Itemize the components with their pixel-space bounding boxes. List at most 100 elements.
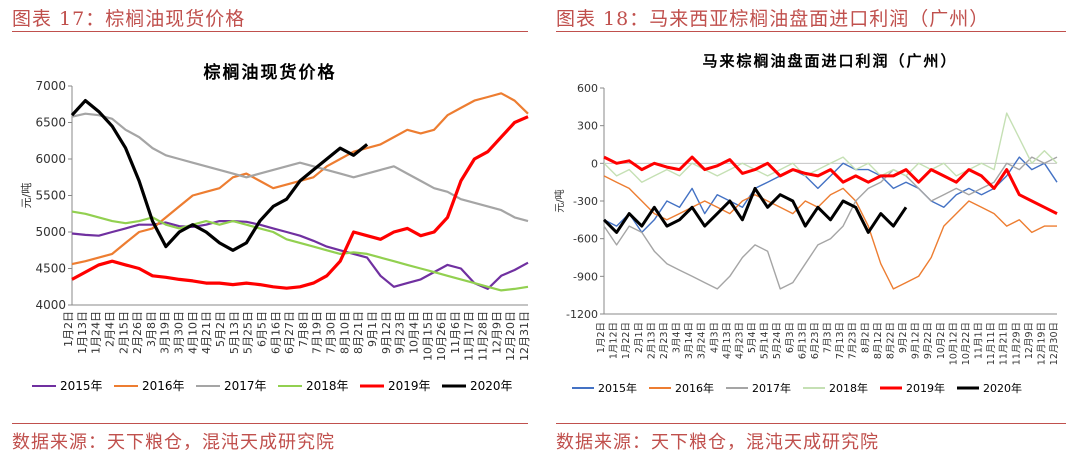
left-chart-series-line-2019年 (71, 115, 529, 290)
left-chart-x-tick-label: 12月9日 (490, 311, 503, 354)
left-chart-y-tick-label: 5000 (35, 225, 66, 239)
right-chart-x-tick-label: 7月3日 (823, 322, 834, 353)
right-chart-y-tick-label: -1200 (566, 308, 598, 321)
left-chart-x-tick-label: 7月19日 (311, 311, 324, 354)
left-chart-x-tick-label: 2月26日 (131, 311, 144, 354)
left-chart-legend-label: 2020年 (470, 379, 513, 393)
right-chart-x-tick-label: 5月24日 (772, 322, 783, 359)
right-chart-y-tick-label: 0 (591, 157, 598, 170)
right-chart-x-tick-label: 10月12日 (948, 322, 959, 365)
right-chart-series-line-2018年 (603, 112, 1058, 183)
left-chart-x-tick-label: 2月4日 (103, 311, 116, 347)
left-chart-x-tick-label: 6月5日 (255, 311, 268, 347)
left-chart-x-tick-label: 11月6日 (449, 311, 462, 354)
left-chart-x-tick-label: 7月8日 (297, 311, 310, 347)
right-chart-x-tick-label: 5月14日 (760, 322, 771, 359)
left-chart-x-tick-label: 4月10日 (186, 311, 199, 354)
left-chart-x-tick-label: 9月12日 (380, 311, 393, 354)
left-chart-legend-label: 2017年 (224, 379, 267, 393)
right-chart-x-tick-label: 11月1日 (974, 322, 985, 359)
right-chart-x-tick-label: 9月22日 (923, 322, 934, 359)
left-source-note: 数据来源：天下粮仓，混沌天成研究院 (12, 432, 335, 453)
right-chart-x-tick-label: 2月23日 (659, 322, 670, 359)
right-chart-x-tick-label: 8月12日 (873, 322, 884, 359)
right-chart-y-tick-label: 300 (577, 120, 598, 133)
right-chart-x-tick-label: 8月22日 (885, 322, 896, 359)
right-chart-x-tick-label: 2月1日 (634, 322, 645, 353)
right-chart-x-tick-label: 1月22日 (621, 322, 632, 359)
left-chart-x-tick-label: 5月2日 (214, 311, 227, 347)
right-chart-x-tick-label: 11月21日 (999, 322, 1010, 365)
right-chart-series-line-2015年 (603, 156, 1058, 234)
right-caption-rule (556, 31, 1066, 32)
right-chart-x-tick-label: 1月2日 (596, 322, 607, 353)
right-chart-legend-label: 2019年 (906, 381, 945, 395)
left-chart-x-tick-label: 4月21日 (200, 311, 213, 354)
left-chart-x-tick-label: 5月25日 (242, 311, 255, 354)
left-chart-y-axis-label: 元/吨 (20, 183, 33, 209)
right-chart-x-tick-label: 11月11日 (986, 322, 997, 365)
left-caption-rule (12, 31, 528, 32)
right-chart-x-tick-label: 1月12日 (609, 322, 620, 359)
right-chart-x-tick-label: 9月12日 (911, 322, 922, 359)
right-chart-legend-label: 2018年 (829, 381, 868, 395)
right-chart-x-tick-label: 4月23日 (734, 322, 745, 359)
right-figure-caption: 图表 18：马来西亚棕榈油盘面进口利润（广州） (556, 8, 990, 30)
right-chart-x-tick-label: 6月23日 (810, 322, 821, 359)
right-chart-x-tick-label: 3月24日 (697, 322, 708, 359)
right-source-rule (556, 423, 1066, 424)
left-chart-x-tick-label: 8月10日 (338, 311, 351, 354)
right-chart-x-tick-label: 3月14日 (684, 322, 695, 359)
right-chart-x-tick-label: 2月13日 (646, 322, 657, 359)
left-source-rule (12, 423, 528, 424)
left-chart-x-tick-label: 9月1日 (366, 311, 379, 347)
right-chart-x-tick-label: 12月19日 (1036, 322, 1047, 365)
left-chart-x-tick-label: 10月15日 (421, 311, 434, 361)
left-chart-x-tick-label: 3月19日 (159, 311, 172, 354)
left-chart-y-tick-label: 6500 (35, 116, 66, 130)
right-chart-y-tick-label: -300 (573, 195, 598, 208)
left-chart-x-tick-label: 8月21日 (352, 311, 365, 354)
right-chart-x-tick-label: 10月22日 (961, 322, 972, 365)
left-chart-x-tick-label: 1月13日 (76, 311, 89, 354)
left-chart-series-line-2020年 (70, 98, 369, 252)
left-chart-x-tick-label: 12月31日 (518, 311, 531, 361)
left-chart-x-tick-label: 11月28日 (477, 311, 490, 361)
left-chart-y-tick-label: 4000 (35, 298, 66, 312)
right-chart-series-line-2016年 (603, 175, 1057, 290)
left-chart-y-tick-label: 7000 (35, 79, 66, 93)
right-chart-x-tick-label: 6月13日 (797, 322, 808, 359)
left-chart-x-tick-label: 1月2日 (62, 311, 75, 347)
right-chart-series-line-2019年 (603, 155, 1058, 215)
left-figure-caption: 图表 17：棕榈油现货价格 (12, 8, 246, 30)
right-chart-legend-label: 2020年 (983, 381, 1022, 395)
left-chart-x-tick-label: 11月17日 (463, 311, 476, 361)
left-chart-series-line-2015年 (71, 220, 529, 290)
right-chart-x-tick-label: 12月30日 (1049, 322, 1060, 365)
right-source-note: 数据来源：天下粮仓，混沌天成研究院 (556, 432, 879, 453)
left-chart-title: 棕榈油现货价格 (204, 62, 337, 83)
left-chart-x-tick-label: 10月4日 (407, 311, 420, 354)
right-chart-series-line-2020年 (602, 186, 908, 234)
right-chart-legend-label: 2017年 (752, 381, 791, 395)
right-chart-legend-label: 2015年 (598, 381, 637, 395)
left-chart-x-tick-label: 6月16日 (269, 311, 282, 354)
left-chart-series-line-2018年 (71, 210, 529, 292)
right-chart-x-tick-label: 5月4日 (747, 322, 758, 353)
right-chart-x-tick-label: 6月3日 (785, 322, 796, 353)
left-chart-x-tick-label: 3月8日 (145, 311, 158, 347)
right-chart-x-tick-label: 10月2日 (936, 322, 947, 359)
left-chart-x-tick-label: 5月13日 (228, 311, 241, 354)
right-chart-x-tick-label: 7月13日 (835, 322, 846, 359)
left-chart-legend-label: 2016年 (142, 379, 185, 393)
right-chart-x-tick-label: 4月13日 (722, 322, 733, 359)
left-chart-x-tick-label: 9月23日 (394, 311, 407, 354)
left-chart-series-line-2016年 (71, 92, 529, 266)
right-chart-x-tick-label: 8月2日 (860, 322, 871, 353)
right-chart-x-tick-label: 9月2日 (898, 322, 909, 353)
left-chart-x-tick-label: 3月30日 (173, 311, 186, 354)
left-chart-legend-label: 2019年 (388, 379, 431, 393)
right-chart-x-tick-label: 4月3日 (709, 322, 720, 353)
left-chart-y-tick-label: 6000 (35, 152, 66, 166)
